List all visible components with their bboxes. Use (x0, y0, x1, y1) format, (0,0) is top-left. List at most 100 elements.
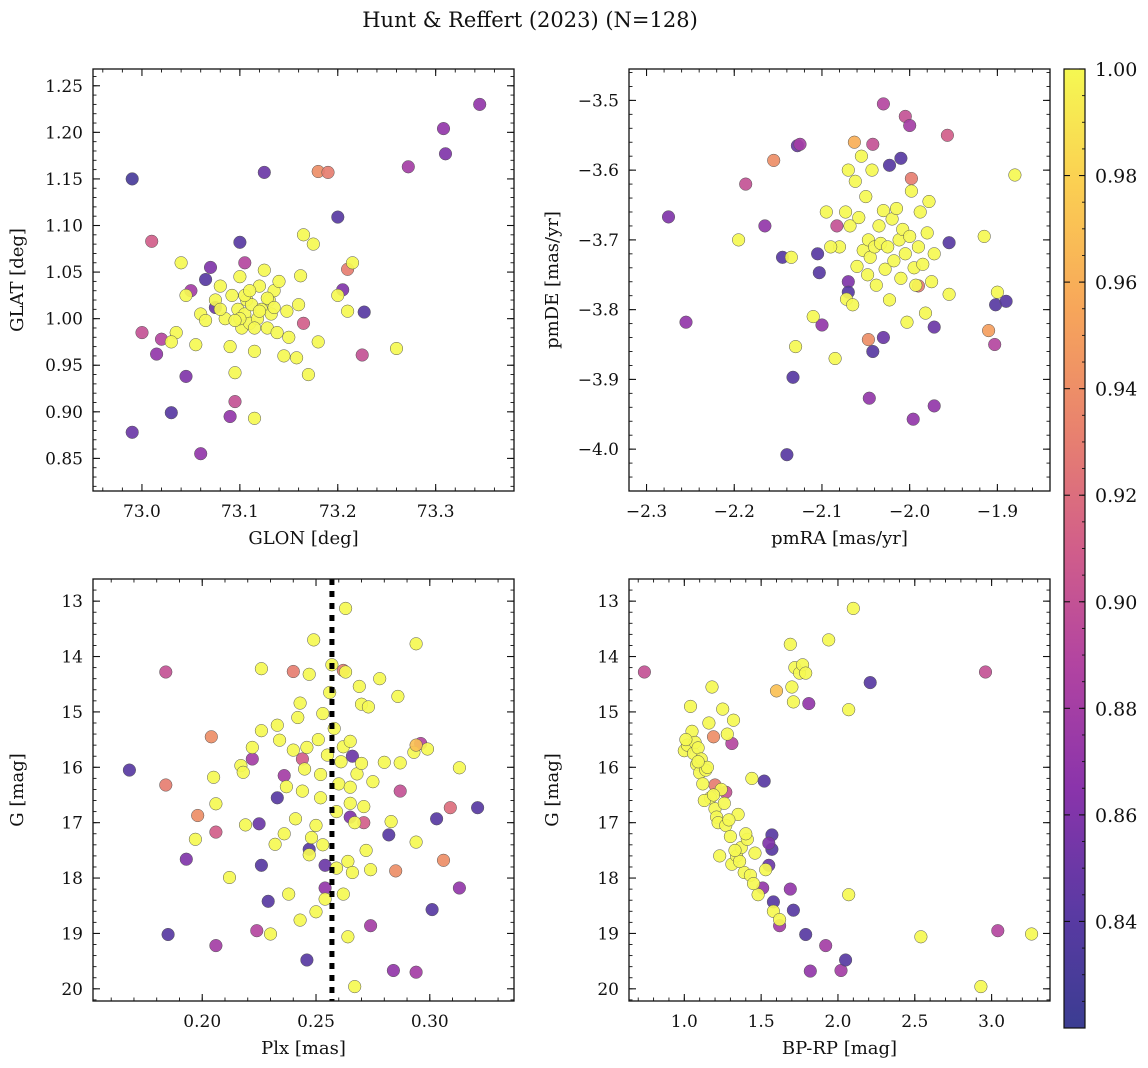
scatter-point (207, 770, 221, 784)
scatter-point (839, 205, 853, 219)
scatter-point (301, 368, 315, 382)
scatter-point (354, 756, 369, 770)
x-axis-label: GLON [deg] (248, 528, 358, 549)
y-tick-label: 17 (61, 814, 83, 834)
scatter-point (304, 831, 319, 845)
scatter-point (706, 788, 721, 802)
scatter-point (436, 122, 451, 136)
scatter-point (273, 733, 287, 747)
scatter-point (876, 97, 890, 111)
scatter-point (850, 259, 864, 273)
colorbar-tick-label: 0.92 (1095, 485, 1137, 507)
scatter-point (343, 796, 357, 810)
scatter-point (473, 97, 487, 111)
scatter-point (341, 854, 355, 868)
scatter-point (918, 306, 933, 320)
scatter-point (194, 447, 208, 461)
scatter-point (785, 680, 799, 694)
scatter-point (250, 924, 264, 938)
scatter-point (203, 260, 218, 274)
scatter-point (122, 763, 136, 777)
x-tick-label: 0.20 (183, 1012, 221, 1032)
x-tick-label: −1.9 (977, 502, 1018, 522)
scatter-point (722, 813, 736, 827)
scatter-point (881, 240, 895, 254)
scatter-point (334, 755, 348, 769)
colorbar-tick-label: 0.96 (1095, 272, 1137, 294)
scatter-point (822, 633, 836, 647)
scatter-point (783, 882, 797, 896)
scatter-point (904, 184, 918, 198)
scatter-point (920, 226, 934, 240)
colorbar: 0.84 0.86 0.88 0.90 0.92 0.94 0.96 0.98 1.00 (1063, 59, 1137, 1029)
y-tick-label: −3.9 (578, 370, 619, 390)
scatter-point (769, 684, 784, 698)
scatter-point (436, 853, 451, 867)
scatter-point (252, 304, 266, 318)
colorbar-gradient (1063, 68, 1086, 1029)
scatter-point (409, 738, 423, 752)
x-tick-label: 1.0 (671, 1012, 698, 1032)
scatter-point (793, 137, 807, 151)
scatter-point (988, 337, 1002, 352)
y-tick-label: 13 (61, 592, 83, 612)
scatter-point (359, 843, 373, 857)
scatter-point (906, 412, 920, 426)
scatter-point (940, 128, 954, 142)
scatter-point (245, 752, 259, 766)
scatter-point (233, 235, 247, 249)
scatter-point (238, 818, 253, 832)
scatter-point (911, 240, 925, 254)
scatter-point (270, 718, 284, 732)
y-tick-label: 1.25 (45, 77, 83, 97)
scatter-point (876, 330, 890, 345)
colorbar-tick-label: 0.88 (1095, 698, 1137, 720)
scatter-point (179, 288, 193, 302)
y-tick-label: 20 (597, 980, 619, 1000)
scatter-point (878, 262, 892, 276)
y-axis-label: G [mag] (542, 753, 563, 826)
scatter-point (300, 953, 314, 967)
scatter-point (377, 755, 391, 769)
x-tick-label: −2.2 (714, 502, 755, 522)
scatter-point (802, 697, 816, 711)
scatter-point (720, 727, 734, 741)
scatter-point (739, 827, 753, 841)
scatter-point (135, 326, 149, 340)
scatter-point (254, 858, 268, 872)
scatter-point (213, 279, 227, 293)
scatter-point (361, 700, 375, 714)
scatter-point (705, 680, 719, 694)
scatter-point (789, 340, 803, 354)
scatter-point (846, 298, 860, 312)
y-tick-label: 15 (597, 703, 619, 723)
scatter-point (373, 672, 387, 686)
scatter-point (786, 370, 800, 384)
scatter-point (204, 730, 218, 744)
y-tick-label: 20 (61, 980, 83, 1000)
scatter-point (145, 234, 159, 248)
y-tick-label: 14 (597, 648, 619, 668)
scatter-point (679, 315, 693, 329)
scatter-point (331, 210, 345, 224)
scatter-point (318, 892, 332, 906)
axes-frame (92, 578, 515, 1002)
scatter-point (357, 305, 371, 319)
scatter-point (443, 801, 457, 815)
scatter-point (247, 321, 262, 335)
scatter-point (348, 980, 362, 994)
scatter-point (364, 863, 378, 877)
scatter-point (247, 411, 262, 425)
scatter-point (238, 256, 252, 270)
scatter-point (282, 330, 296, 344)
scatter-point (223, 409, 237, 424)
scatter-point (189, 338, 203, 352)
scatter-point (279, 780, 293, 794)
scatter-point (784, 250, 798, 264)
scatter-point (452, 761, 466, 775)
scatter-point (174, 256, 188, 270)
y-axis-label: G [mag] (7, 753, 28, 826)
scatter-point (386, 963, 400, 978)
scatter-point (270, 791, 284, 805)
scatter-point (977, 229, 991, 243)
